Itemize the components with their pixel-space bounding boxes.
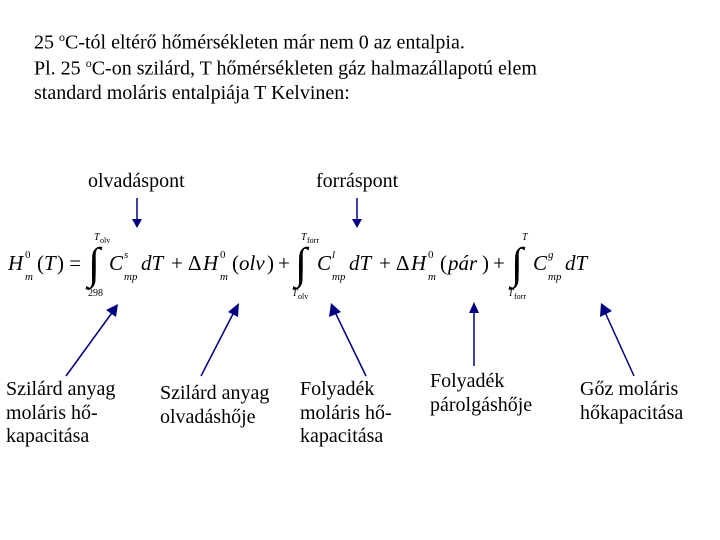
intro-line3: standard moláris entalpiája T Kelvinen: bbox=[34, 81, 684, 106]
svg-text:olv: olv bbox=[100, 236, 110, 245]
svg-text:(: ( bbox=[440, 251, 447, 275]
intro-line1: 25 oC-tól eltérő hőmérsékleten már nem 0… bbox=[34, 30, 684, 56]
svg-text:∫: ∫ bbox=[85, 239, 103, 290]
svg-text:mp: mp bbox=[548, 271, 562, 283]
svg-text:l: l bbox=[332, 249, 335, 261]
svg-text:+: + bbox=[379, 251, 391, 275]
t: 25 bbox=[34, 32, 59, 54]
l: Szilárd anyag bbox=[6, 378, 136, 402]
arrow-down-forr bbox=[350, 197, 364, 229]
svg-text:dT: dT bbox=[349, 251, 373, 275]
l: párolgáshője bbox=[430, 394, 560, 418]
slide: { "intro": { "line1_a": "25 ", "line1_b"… bbox=[0, 0, 720, 540]
l: Folyadék bbox=[430, 370, 560, 394]
svg-text:+: + bbox=[278, 251, 290, 275]
svg-text:): ) bbox=[267, 251, 274, 275]
svg-text:): ) bbox=[482, 251, 489, 275]
svg-text:forr: forr bbox=[307, 236, 319, 245]
t: C-on szilárd, T hőmérsékleten gáz halmaz… bbox=[92, 57, 537, 79]
arrow-diag-3 bbox=[322, 300, 372, 380]
svg-text:∫: ∫ bbox=[508, 239, 526, 290]
l: Szilárd anyag bbox=[160, 382, 290, 406]
label-forraspont: forráspont bbox=[316, 170, 398, 193]
svg-text:∫: ∫ bbox=[292, 239, 310, 290]
arrow-up-4 bbox=[465, 300, 483, 370]
l: hőkapacitása bbox=[580, 402, 710, 426]
svg-text:dT: dT bbox=[565, 251, 589, 275]
intro-line2: Pl. 25 oC-on szilárd, T hőmérsékleten gá… bbox=[34, 56, 684, 82]
svg-text:olv: olv bbox=[239, 251, 265, 275]
l: olvadáshője bbox=[160, 406, 290, 430]
t: Pl. 25 bbox=[34, 57, 86, 79]
arrow-down-olv bbox=[130, 197, 144, 229]
svg-text:H: H bbox=[410, 251, 428, 275]
svg-text:m: m bbox=[220, 271, 228, 283]
l: moláris hő- bbox=[300, 402, 406, 426]
svg-text:298: 298 bbox=[88, 288, 103, 299]
l: Gőz moláris bbox=[580, 378, 710, 402]
svg-text:C: C bbox=[109, 251, 124, 275]
svg-text:mp: mp bbox=[124, 271, 138, 283]
svg-text:m: m bbox=[25, 271, 33, 283]
l: Folyadék bbox=[300, 378, 406, 402]
svg-text:+: + bbox=[171, 251, 183, 275]
svg-text:+: + bbox=[493, 251, 505, 275]
svg-text:s: s bbox=[124, 249, 128, 261]
svg-text:0: 0 bbox=[25, 249, 31, 261]
enthalpy-formula: .mi { font-family: "Times New Roman", se… bbox=[8, 230, 712, 302]
arrow-diag-2 bbox=[195, 300, 249, 380]
svg-text:mp: mp bbox=[332, 271, 346, 283]
l: kapacitása bbox=[6, 425, 136, 449]
arrow-diag-5 bbox=[594, 300, 640, 380]
svg-text:forr: forr bbox=[514, 292, 526, 301]
svg-text:C: C bbox=[533, 251, 548, 275]
svg-text:) =: ) = bbox=[57, 251, 81, 275]
svg-text:0: 0 bbox=[428, 249, 434, 261]
svg-text:m: m bbox=[428, 271, 436, 283]
t: C-tól eltérő hőmérsékleten már nem 0 az … bbox=[65, 32, 465, 54]
l: moláris hő- bbox=[6, 402, 136, 426]
svg-text:dT: dT bbox=[141, 251, 165, 275]
svg-text:T: T bbox=[44, 251, 57, 275]
intro-text: 25 oC-tól eltérő hőmérsékleten már nem 0… bbox=[34, 30, 684, 106]
svg-text:g: g bbox=[548, 249, 554, 261]
svg-text:H: H bbox=[202, 251, 220, 275]
svg-text:H: H bbox=[8, 251, 25, 275]
svg-text:(: ( bbox=[232, 251, 239, 275]
svg-text:C: C bbox=[317, 251, 332, 275]
label-gas-heatcap: Gőz moláris hőkapacitása bbox=[580, 378, 710, 425]
svg-text:Δ: Δ bbox=[396, 251, 410, 275]
svg-text:olv: olv bbox=[298, 292, 308, 301]
svg-text:T: T bbox=[522, 232, 529, 243]
l: kapacitása bbox=[300, 425, 406, 449]
label-olvadaspont: olvadáspont bbox=[88, 170, 185, 193]
svg-text:0: 0 bbox=[220, 249, 226, 261]
label-solid-heatcap: Szilárd anyag moláris hő- kapacitása bbox=[6, 378, 136, 449]
label-liquid-vaporheat: Folyadék párolgáshője bbox=[430, 370, 560, 417]
svg-text:pár: pár bbox=[446, 251, 478, 275]
svg-text:Δ: Δ bbox=[188, 251, 202, 275]
label-solid-meltheat: Szilárd anyag olvadáshője bbox=[160, 382, 290, 429]
svg-text:(: ( bbox=[37, 251, 44, 275]
arrow-diag-1 bbox=[60, 300, 130, 380]
label-liquid-heatcap: Folyadék moláris hő- kapacitása bbox=[300, 378, 406, 449]
